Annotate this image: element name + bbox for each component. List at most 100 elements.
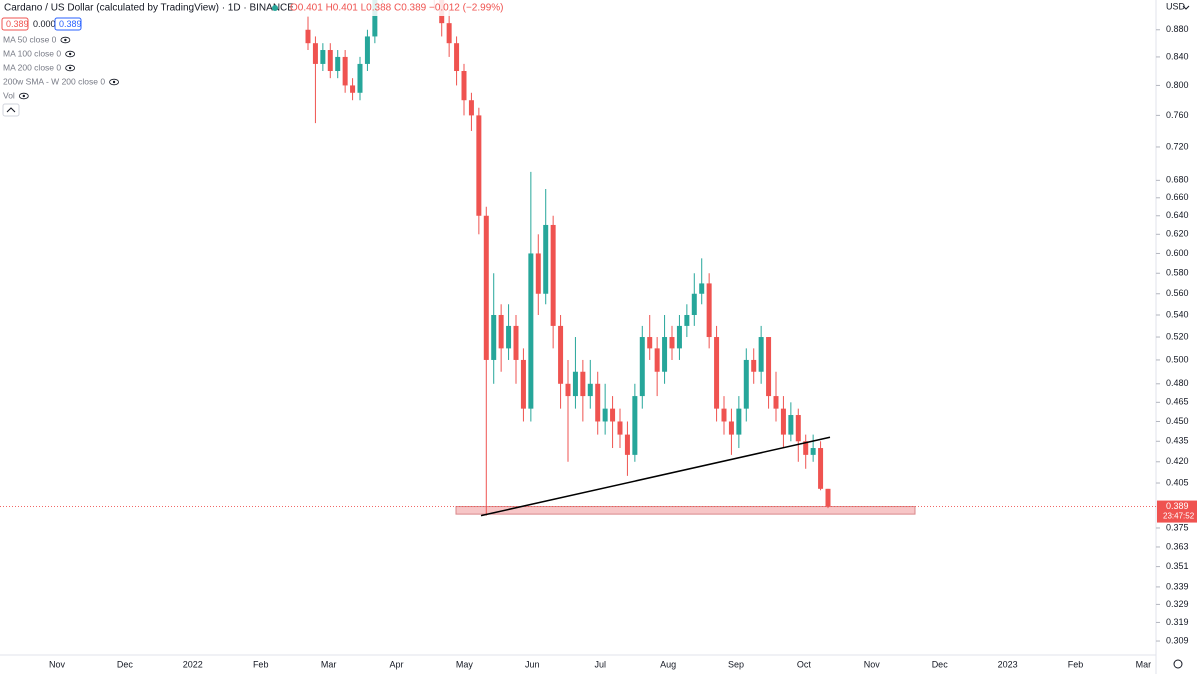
y-tick-label: 0.880	[1166, 24, 1189, 34]
y-tick-label: 0.339	[1166, 581, 1189, 591]
visibility-icon	[65, 50, 76, 58]
candle-body	[364, 36, 370, 64]
candle-body	[565, 383, 571, 397]
x-tick-label: 2022	[183, 659, 203, 669]
candle-body	[461, 71, 467, 101]
candle-body	[320, 50, 326, 64]
candle-body	[595, 383, 601, 422]
y-tick-label: 0.329	[1166, 599, 1189, 609]
candle-body	[706, 283, 712, 338]
candle-body	[528, 253, 534, 409]
y-tick-label: 0.435	[1166, 436, 1189, 446]
candle-body	[728, 421, 734, 435]
candle-body	[572, 371, 578, 397]
badge-text: 0.000	[33, 19, 56, 29]
candle-body	[558, 325, 564, 384]
symbol-title: Cardano / US Dollar (calculated by Tradi…	[4, 3, 294, 14]
x-tick-label: Nov	[864, 659, 881, 669]
price-tag-countdown: 23:47:52	[1163, 512, 1195, 521]
price-tag	[1157, 500, 1197, 523]
x-tick-label: Mar	[321, 659, 337, 669]
indicator-label: 200w SMA - W 200 close 0	[3, 76, 105, 86]
badge	[54, 17, 82, 31]
candle-body	[639, 337, 645, 397]
y-tick-label: 0.580	[1166, 268, 1189, 278]
candle-body	[357, 63, 363, 93]
y-tick-label: 0.720	[1166, 141, 1189, 151]
candle-body	[743, 359, 749, 409]
indicator-list: MA 50 close 0 MA 100 close 0 MA 200 close …	[3, 34, 119, 100]
candle-body	[669, 337, 675, 349]
candle-body	[350, 85, 356, 93]
badge-text: 0.389	[6, 19, 29, 29]
candle-body	[758, 337, 764, 372]
market-status	[272, 5, 278, 11]
candle-body	[335, 56, 341, 72]
candle-body	[602, 408, 608, 422]
candle-body	[327, 50, 333, 72]
candle-body	[736, 408, 742, 435]
y-tick-label: 0.363	[1166, 541, 1189, 551]
indicator-label: MA 200 close 0	[3, 62, 61, 72]
x-tick-label: Sep	[728, 659, 744, 669]
currency[interactable]: USD	[1166, 1, 1186, 11]
y-tick-label: 0.640	[1166, 210, 1189, 220]
x-tick-label: Apr	[389, 659, 403, 669]
y-tick-label: 0.450	[1166, 416, 1189, 426]
candle-body	[587, 383, 593, 397]
candle-body	[468, 100, 474, 116]
visibility-icon-pupil	[68, 66, 72, 70]
candle-body	[825, 488, 831, 507]
candle-body	[773, 396, 779, 409]
header-bg	[0, 0, 470, 16]
indicator-label: Vol	[3, 90, 15, 100]
x-tick-label: Mar	[1136, 659, 1152, 669]
x-tick-label: Oct	[797, 659, 812, 669]
candle-body	[654, 348, 660, 372]
y-tick-label: 0.760	[1166, 110, 1189, 120]
x-tick-label: Jul	[594, 659, 606, 669]
candle-body	[483, 215, 489, 360]
y-tick-label: 0.800	[1166, 80, 1189, 90]
candle-body	[617, 421, 623, 435]
y-tick-label: 0.500	[1166, 354, 1189, 364]
candle-body	[810, 448, 816, 455]
candle-body	[624, 434, 630, 455]
candle-body	[721, 408, 727, 422]
x-tick-label: 2023	[998, 659, 1018, 669]
visibility-icon-pupil	[22, 94, 26, 98]
candle-body	[647, 337, 653, 349]
candle-body	[543, 224, 549, 294]
candle-body	[446, 23, 452, 44]
visibility-icon-pupil	[64, 38, 67, 42]
x-tick-label: Dec	[117, 659, 134, 669]
candle-body	[803, 441, 809, 455]
candle-body	[491, 314, 497, 360]
indicator-label: MA 100 close 0	[3, 48, 61, 58]
candle-body	[342, 56, 348, 86]
candle-body	[691, 293, 697, 315]
candle-body	[580, 371, 586, 397]
y-tick-label: 0.309	[1166, 635, 1189, 645]
candle-body	[454, 43, 460, 72]
candle-body	[520, 359, 526, 409]
candle-body	[550, 224, 556, 326]
candle-body	[818, 448, 824, 489]
visibility-icon-pupil	[112, 80, 116, 84]
price-tag-value: 0.389	[1166, 501, 1189, 511]
candle-body	[676, 325, 682, 349]
y-tick-label: 0.540	[1166, 309, 1189, 319]
x-tick-label: Feb	[253, 659, 269, 669]
x-tick-label: Feb	[1068, 659, 1084, 669]
collapse-icon	[6, 107, 16, 113]
y-tick-label: 0.620	[1166, 229, 1189, 239]
visibility-icon	[109, 78, 119, 86]
visibility-icon	[18, 92, 29, 100]
badge	[1, 17, 29, 31]
collapse-button[interactable]	[2, 103, 20, 117]
candle-body	[372, 0, 378, 37]
settings-icon[interactable]	[1173, 659, 1183, 669]
indicator-label: MA 50 close 0	[3, 34, 57, 44]
badge-text: 0.389	[59, 19, 82, 29]
candle-body	[632, 396, 638, 455]
